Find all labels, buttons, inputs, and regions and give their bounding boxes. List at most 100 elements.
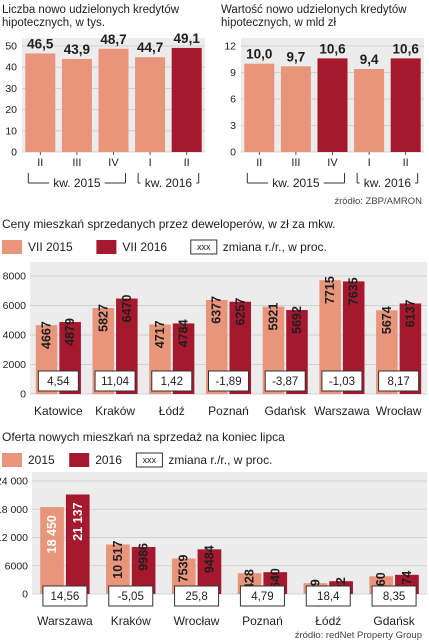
bar — [197, 549, 222, 594]
legend-change-box — [190, 239, 218, 255]
bar — [116, 298, 138, 394]
x-tick-label: I — [149, 157, 152, 169]
legend-swatch-2015 — [2, 453, 22, 467]
bar — [205, 299, 228, 394]
y-tick-label: 3 — [230, 120, 236, 132]
bar-value-label: 6257 — [233, 298, 247, 326]
group-label: kw. 2015 — [272, 176, 320, 190]
y-tick-label: 0 — [230, 147, 236, 159]
bar-value-label: 5692 — [290, 306, 304, 334]
bar-value-label: 46,5 — [27, 36, 54, 51]
legend-change-box — [135, 452, 163, 468]
source-note: źródło: ZBP/AMRON — [334, 196, 422, 207]
x-category-label: Gdańsk — [373, 614, 415, 628]
bar — [317, 58, 348, 152]
bar — [98, 48, 129, 153]
change-box — [378, 370, 420, 392]
x-tick-label: II — [403, 157, 409, 169]
legend-swatch-2015 — [2, 240, 22, 254]
group-label: kw. 2015 — [53, 176, 101, 190]
legend-label: 2016 — [95, 453, 122, 467]
chart-title: Oferta nowych mieszkań na sprzedaż na ko… — [2, 430, 285, 444]
bar-value-label: 7715 — [323, 276, 337, 304]
bar-value-label: 9986 — [137, 543, 151, 571]
bar-value-label: 4879 — [63, 318, 77, 346]
group-label: kw. 2016 — [364, 176, 412, 190]
x-category-label: Warszawa — [314, 404, 370, 418]
y-tick-label: 6000 — [3, 300, 27, 312]
y-tick-label: 0 — [20, 389, 26, 401]
bar-value-label: 18 450 — [45, 515, 59, 553]
bar-value-label: 7539 — [177, 554, 191, 582]
change-box — [208, 370, 249, 392]
bar-value-label: 4717 — [153, 320, 167, 348]
bar-value-label: 5921 — [266, 303, 280, 331]
change-value: 11,04 — [101, 376, 130, 388]
bar-value-label: 21 137 — [71, 502, 85, 540]
y-tick-label: 8000 — [3, 271, 27, 283]
bar-value-label: 44,7 — [137, 40, 163, 55]
y-tick-label: 0 — [11, 147, 17, 159]
bar-value-label: 10,0 — [246, 47, 272, 62]
y-tick-label: 50 — [5, 41, 17, 53]
x-tick-label: III — [72, 157, 81, 169]
bar — [280, 66, 311, 152]
y-tick-label: 6 — [230, 94, 236, 106]
legend-label: zmiana r./r., w proc. — [223, 240, 327, 254]
y-tick-label: 0 — [22, 589, 28, 601]
y-tick-label: 18 000 — [0, 504, 28, 516]
change-value: 8,17 — [387, 376, 409, 388]
y-tick-label: 10 — [5, 125, 17, 137]
change-box — [108, 585, 154, 607]
x-category-label: Wrocław — [174, 614, 220, 628]
change-value: 18,4 — [317, 591, 340, 603]
bar-value-label: 10,6 — [393, 41, 420, 56]
group-label: kw. 2016 — [145, 176, 193, 190]
chart-title: Liczba nowo udzielonych kredytów hipotecz… — [2, 4, 180, 29]
x-tick-label: II — [256, 157, 262, 169]
bar-value-label: 6137 — [403, 299, 417, 327]
legend-label: VII 2015 — [28, 240, 73, 254]
bar — [171, 558, 196, 594]
legend-label: zmiana r./r., w proc. — [168, 453, 272, 467]
bar — [244, 63, 275, 152]
bar — [390, 58, 421, 152]
bar-value-label: 5827 — [96, 304, 110, 332]
y-tick-label: 12 000 — [0, 532, 28, 544]
y-tick-label: 6000 — [5, 560, 29, 572]
legend-label: VII 2016 — [122, 240, 167, 254]
change-box — [239, 585, 285, 607]
y-tick-label: 9 — [230, 67, 236, 79]
change-box — [305, 585, 351, 607]
bar — [354, 68, 385, 152]
bar — [61, 58, 92, 152]
bar-value-label: 43,9 — [64, 42, 90, 57]
x-category-label: Gdańsk — [265, 404, 307, 418]
y-tick-label: 12 — [224, 41, 236, 53]
bar — [135, 57, 166, 152]
chart-title: Wartość nowo udzielonych kredytów hipotec… — [221, 4, 407, 29]
x-tick-label: IV — [327, 157, 338, 169]
y-tick-label: 2000 — [3, 359, 27, 371]
legend-swatch-2016 — [69, 453, 90, 467]
bar — [319, 280, 341, 394]
x-category-label: Łódź — [315, 614, 341, 628]
source-note: źródło: redNet Property Group — [295, 630, 422, 640]
change-box — [151, 370, 193, 392]
bar-value-label: 9,7 — [287, 49, 306, 64]
change-box — [264, 370, 306, 392]
bar-value-label: 49,1 — [174, 31, 201, 46]
x-category-label: Katowice — [34, 404, 83, 418]
change-box — [371, 585, 417, 607]
change-value: 14,56 — [51, 591, 80, 603]
x-tick-label: IV — [108, 157, 119, 169]
bar — [25, 53, 56, 152]
legend-label: 2015 — [28, 453, 55, 467]
bar-value-label: 5674 — [380, 306, 394, 334]
bar-value-label: 6377 — [210, 296, 224, 324]
x-category-label: Łódź — [159, 404, 185, 418]
bar — [106, 544, 130, 594]
x-tick-label: II — [37, 157, 43, 169]
bar — [65, 494, 90, 594]
